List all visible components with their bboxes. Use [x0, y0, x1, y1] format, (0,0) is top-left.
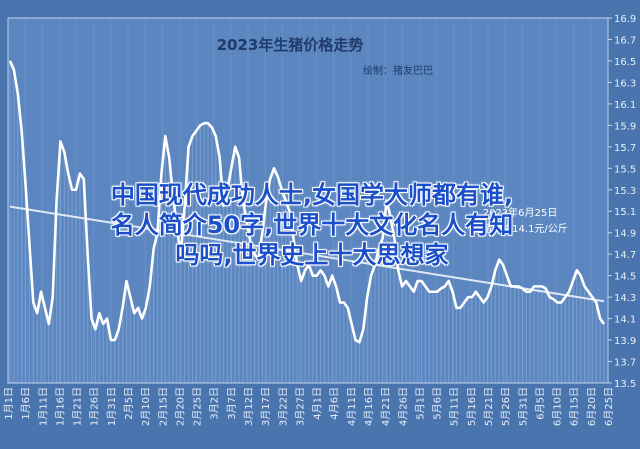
- y-tick-label: 16.9: [614, 14, 636, 25]
- x-tick-label: 2月25日: [192, 387, 204, 426]
- x-tick-label: 4月6日: [329, 387, 341, 420]
- y-tick-label: 15.1: [614, 207, 636, 218]
- x-tick-label: 4月11日: [346, 387, 358, 426]
- x-tick-label: 6月10日: [552, 387, 564, 426]
- x-tick-label: 4月26日: [397, 387, 409, 426]
- y-tick-label: 13.7: [614, 358, 636, 369]
- x-tick-label: 6月25日: [603, 387, 615, 426]
- x-tick-label: 5月1日: [414, 387, 426, 420]
- chart-title: 2023年生猪价格走势: [217, 36, 364, 54]
- x-tick-label: 3月7日: [226, 387, 238, 420]
- x-tick-label: 2月10日: [140, 387, 152, 426]
- x-tick-label: 1月1日: [3, 387, 15, 420]
- price-annotation-value: 生猪价格14.1元/公斤: [472, 222, 568, 235]
- x-tick-label: 4月1日: [312, 387, 324, 420]
- trend-line: [9, 205, 605, 303]
- price-annotation-date: 2023年6月25日: [483, 206, 558, 219]
- y-tick-label: 14.3: [614, 293, 636, 304]
- y-tick-label: 15.3: [614, 186, 636, 197]
- x-tick-label: 2月20日: [174, 387, 186, 426]
- x-tick-label: 5月11日: [449, 387, 461, 426]
- x-tick-label: 1月26日: [89, 387, 101, 426]
- x-tick-label: 3月27日: [294, 387, 306, 426]
- x-tick-label: 3月22日: [277, 387, 289, 426]
- x-tick-label: 6月5日: [534, 387, 546, 420]
- x-tick-label: 3月12日: [243, 387, 255, 426]
- y-tick-label: 16.5: [614, 57, 636, 68]
- y-tick-label: 14.9: [614, 229, 636, 240]
- y-tick-label: 15.5: [614, 164, 636, 175]
- chart-subtitle: 绘制：猪友巴巴: [363, 64, 433, 77]
- x-tick-label: 4月16日: [363, 387, 375, 426]
- x-tick-label: 6月20日: [586, 387, 598, 426]
- y-tick-label: 13.9: [614, 336, 636, 347]
- y-tick-label: 15.7: [614, 143, 636, 154]
- x-tick-label: 1月31日: [106, 387, 118, 426]
- y-tick-label: 14.1: [614, 315, 636, 326]
- y-tick-label: 16.7: [614, 35, 636, 46]
- x-tick-label: 5月26日: [500, 387, 512, 426]
- y-tick-label: 14.5: [614, 272, 636, 283]
- y-tick-label: 14.7: [614, 250, 636, 261]
- price-series-line: [8, 60, 606, 344]
- x-tick-label: 4月21日: [380, 387, 392, 426]
- x-tick-label: 5月16日: [466, 387, 478, 426]
- x-tick-label: 3月2日: [209, 387, 221, 420]
- y-tick-label: 16.3: [614, 78, 636, 89]
- x-tick-label: 5月31日: [517, 387, 529, 426]
- x-tick-label: 2月5日: [123, 387, 135, 420]
- x-tick-label: 5月6日: [432, 387, 444, 420]
- x-tick-label: 1月6日: [20, 387, 32, 420]
- y-tick-label: 13.5: [614, 379, 636, 390]
- y-tick-label: 16.1: [614, 100, 636, 111]
- x-tick-label: 6月15日: [569, 387, 581, 426]
- y-tick-label: 15.9: [614, 121, 636, 132]
- x-tick-label: 1月21日: [72, 387, 84, 426]
- x-tick-label: 2月15日: [157, 387, 169, 426]
- x-tick-label: 1月16日: [54, 387, 66, 426]
- x-tick-label: 1月11日: [37, 387, 49, 426]
- x-tick-label: 5月21日: [483, 387, 495, 426]
- x-tick-label: 3月17日: [260, 387, 272, 426]
